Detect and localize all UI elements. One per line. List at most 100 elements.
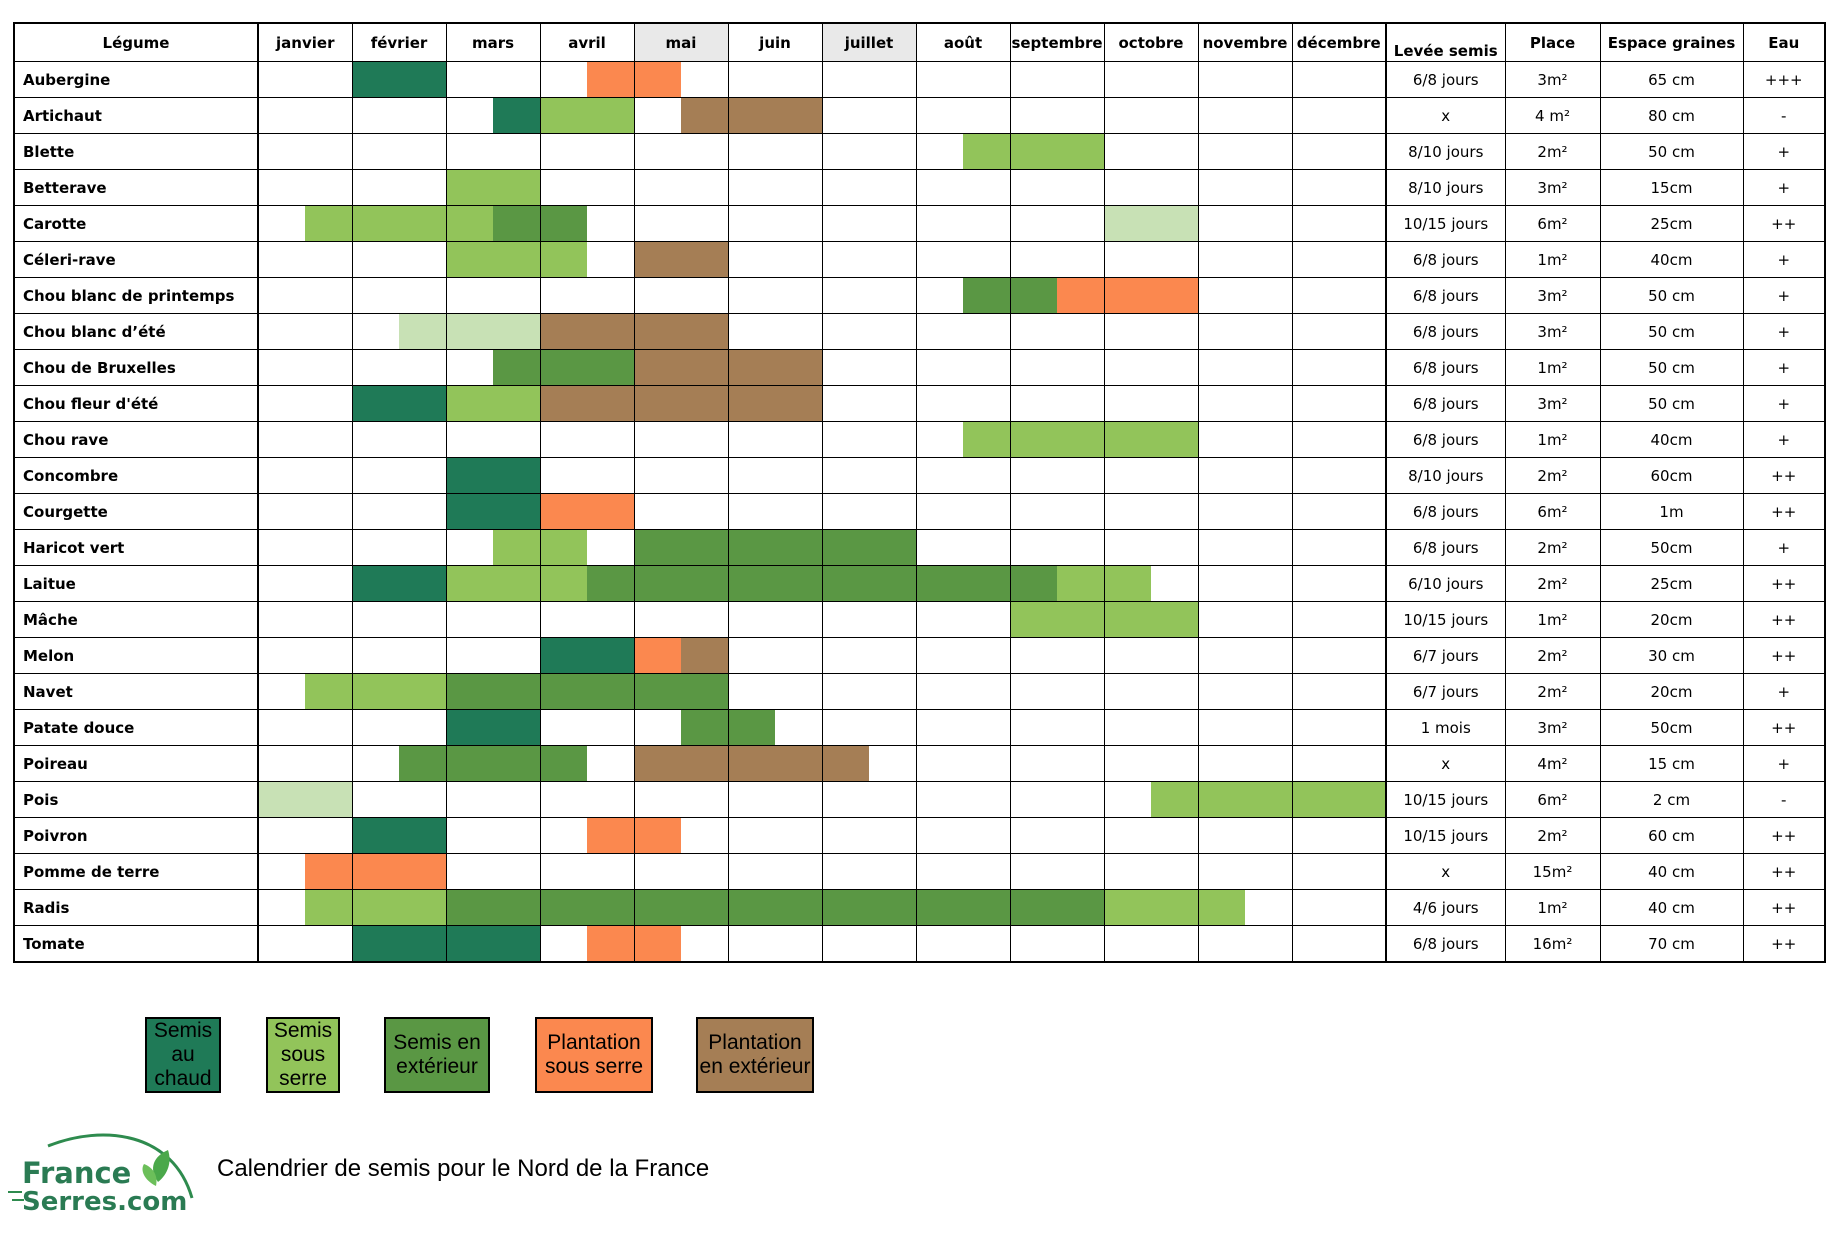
period-fill xyxy=(399,746,445,781)
month-cell xyxy=(727,817,823,854)
month-cell xyxy=(633,61,729,98)
space-required: 15m² xyxy=(1504,853,1601,890)
month-cell xyxy=(1009,601,1105,638)
month-cell xyxy=(351,781,447,818)
month-cell xyxy=(351,385,447,422)
period-fill xyxy=(1105,278,1151,313)
period-fill xyxy=(541,638,587,673)
table-row: Carotte 10/15 jours 6m² 25cm ++ xyxy=(13,205,1826,242)
month-cell xyxy=(445,241,541,278)
space-required: 2m² xyxy=(1504,133,1601,170)
month-cell xyxy=(633,277,729,314)
month-cell xyxy=(1291,925,1387,963)
month-cell xyxy=(821,205,917,242)
period-fill xyxy=(681,530,727,565)
period-fill xyxy=(493,98,539,133)
month-cell xyxy=(1009,277,1105,314)
seed-spacing: 20cm xyxy=(1599,601,1744,638)
water-need: + xyxy=(1742,313,1826,350)
month-cell xyxy=(821,133,917,170)
legend-label: Plantation en extérieur xyxy=(699,1031,811,1078)
month-cell xyxy=(257,457,353,494)
month-cell xyxy=(915,889,1011,926)
month-cell xyxy=(821,313,917,350)
period-fill xyxy=(681,566,727,601)
water-need: + xyxy=(1742,745,1826,782)
space-required: 16m² xyxy=(1504,925,1601,963)
space-required: 1m² xyxy=(1504,241,1601,278)
period-fill xyxy=(775,386,821,421)
water-need: ++ xyxy=(1742,457,1826,494)
vegetable-name: Chou de Bruxelles xyxy=(13,349,259,386)
month-cell xyxy=(821,889,917,926)
month-cell xyxy=(1197,709,1293,746)
month-cell xyxy=(445,169,541,206)
vegetable-name: Artichaut xyxy=(13,97,259,134)
table-row: Tomate 6/8 jours 16m² 70 cm ++ xyxy=(13,925,1826,963)
period-fill xyxy=(587,818,633,853)
period-fill xyxy=(447,926,493,961)
month-cell xyxy=(539,709,635,746)
month-cell xyxy=(821,421,917,458)
month-cell xyxy=(821,709,917,746)
month-cell xyxy=(1009,853,1105,890)
seed-spacing: 40 cm xyxy=(1599,889,1744,926)
period-fill xyxy=(587,62,633,97)
period-fill xyxy=(447,386,493,421)
month-cell xyxy=(539,745,635,782)
period-fill xyxy=(587,926,633,961)
water-need: - xyxy=(1742,97,1826,134)
period-fill xyxy=(635,818,681,853)
period-fill xyxy=(963,890,1009,925)
period-fill xyxy=(447,494,493,529)
table-row: Chou fleur d'été 6/8 jours 3m² 50 cm + xyxy=(13,385,1826,422)
water-need: ++ xyxy=(1742,853,1826,890)
vegetable-name: Haricot vert xyxy=(13,529,259,566)
period-fill xyxy=(1338,782,1384,817)
water-need: +++ xyxy=(1742,61,1826,98)
period-fill xyxy=(541,98,587,133)
table-row: Blette 8/10 jours 2m² 50 cm + xyxy=(13,133,1826,170)
month-cell xyxy=(1009,529,1105,566)
month-cell xyxy=(727,781,823,818)
period-fill xyxy=(399,674,445,709)
legend-plantation-en-exterieur: Plantation en extérieur xyxy=(696,1017,814,1093)
month-cell xyxy=(727,313,823,350)
table-row: Chou de Bruxelles 6/8 jours 1m² 50 cm + xyxy=(13,349,1826,386)
month-cell xyxy=(633,421,729,458)
month-cell xyxy=(257,925,353,963)
seed-spacing: 15 cm xyxy=(1599,745,1744,782)
month-cell xyxy=(1009,205,1105,242)
month-cell xyxy=(445,493,541,530)
germination-days: 6/8 jours xyxy=(1385,349,1506,386)
month-cell xyxy=(633,133,729,170)
period-fill xyxy=(493,170,539,205)
space-required: 4 m² xyxy=(1504,97,1601,134)
month-cell xyxy=(633,709,729,746)
month-cell xyxy=(1103,313,1199,350)
month-cell xyxy=(1103,61,1199,98)
month-cell xyxy=(257,313,353,350)
vegetable-name: Tomate xyxy=(13,925,259,963)
month-cell xyxy=(539,781,635,818)
month-cell xyxy=(1009,709,1105,746)
period-fill xyxy=(587,638,633,673)
period-fill xyxy=(729,386,775,421)
month-cell xyxy=(1009,421,1105,458)
period-fill xyxy=(493,494,539,529)
header-month: février xyxy=(351,22,447,62)
germination-days: x xyxy=(1385,745,1506,782)
month-cell xyxy=(821,817,917,854)
vegetable-name: Chou blanc de printemps xyxy=(13,277,259,314)
month-cell xyxy=(633,601,729,638)
month-cell xyxy=(1197,205,1293,242)
period-fill xyxy=(305,674,351,709)
period-fill xyxy=(447,674,493,709)
space-required: 6m² xyxy=(1504,493,1601,530)
period-fill xyxy=(635,386,681,421)
period-fill xyxy=(1105,566,1151,601)
germination-days: x xyxy=(1385,97,1506,134)
month-cell xyxy=(727,853,823,890)
month-cell xyxy=(539,313,635,350)
month-cell xyxy=(351,637,447,674)
